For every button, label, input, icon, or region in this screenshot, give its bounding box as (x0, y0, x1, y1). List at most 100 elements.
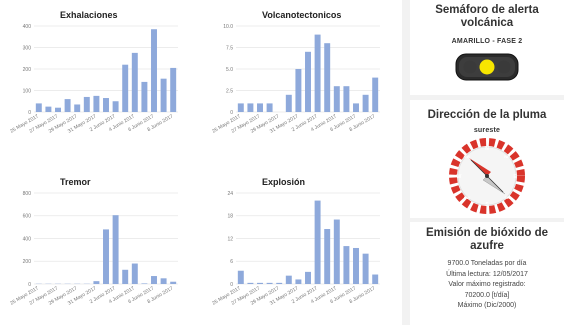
bar (343, 86, 350, 112)
bar (372, 77, 379, 112)
bar (74, 104, 81, 112)
chart-volcanotectonicos: 0 2.5 5.0 7.5 10.0 25 Mayo 2017 27 Mayo 2017 29… (211, 8, 384, 148)
compass-letter-sw: SW (464, 195, 471, 200)
bar (324, 43, 331, 113)
bar (93, 281, 100, 284)
y-tick-label: 5.0 (226, 67, 233, 73)
y-tick-label: 6 (230, 259, 233, 265)
azufre-panel: Emisión de bióxido de azufre 9700.0 Tone… (410, 222, 564, 325)
bar (103, 98, 109, 112)
bar (333, 219, 340, 284)
bar (151, 276, 157, 284)
chart-title: Exhalaciones (60, 10, 118, 20)
bar (247, 282, 254, 284)
y-tick-label: 300 (23, 45, 32, 51)
y-tick-label: 200 (23, 67, 32, 73)
bar (333, 86, 340, 112)
compass-needle-north (469, 158, 491, 176)
bar (131, 263, 138, 284)
bar (112, 215, 119, 284)
pluma-panel: Dirección de la pluma sureste N S E W NE NW SE… (410, 100, 564, 218)
bar (295, 69, 302, 112)
y-tick-label: 0 (230, 110, 233, 116)
bar (314, 34, 321, 112)
bar (257, 282, 263, 284)
bar (247, 103, 254, 112)
y-tick-label: 400 (23, 236, 32, 242)
bar (314, 200, 321, 284)
y-tick-label: 12 (227, 236, 233, 242)
compass-letter-s: S (485, 202, 489, 208)
light-center (479, 59, 495, 75)
traffic-light-icon (455, 53, 519, 81)
azufre-emission: 9700.0 Toneladas por día (447, 260, 527, 267)
y-tick-label: 0 (230, 282, 233, 288)
light-right (497, 60, 511, 74)
semaforo-status: AMARILLO - FASE 2 (451, 38, 523, 45)
y-tick-label: 7.5 (226, 45, 233, 51)
chart-explosion: 0 6 12 18 24 25 Mayo 2017 27 Mayo 2017 29 Mayo … (211, 175, 384, 320)
y-tick-label: 200 (23, 259, 32, 265)
bar (122, 269, 129, 284)
bar (305, 271, 311, 284)
chart-tremor: 0 200 400 600 800 25 Mayo 2017 27 Mayo 2017 29 … (9, 175, 182, 320)
bar (285, 94, 292, 112)
bar (324, 229, 331, 284)
bar (237, 103, 244, 112)
azufre-max-date: Máximo (Dic/2000) (457, 302, 517, 309)
bar (237, 270, 244, 284)
bar (353, 103, 359, 112)
bar (112, 101, 119, 112)
bar (372, 274, 379, 284)
pluma-direction: sureste (473, 127, 501, 134)
compass-letter-se: SE (504, 195, 510, 200)
azufre-last-reading: Última lectura: 12/05/2017 (446, 270, 528, 278)
y-tick-label: 100 (23, 88, 32, 94)
bar (103, 229, 109, 284)
chart-title: Explosión (262, 177, 306, 187)
y-tick-label: 600 (23, 214, 32, 220)
bar (83, 96, 90, 112)
y-tick-label: 18 (227, 214, 233, 220)
bar (93, 95, 100, 112)
bar (55, 107, 61, 112)
bar (160, 78, 167, 112)
bar (160, 278, 167, 284)
compass-letter-e: E (513, 174, 517, 180)
y-tick-label: 24 (227, 191, 233, 197)
y-tick-label: 0 (28, 282, 31, 288)
bar (170, 281, 177, 284)
chart-exhalaciones: 0 100 200 300 400 25 Mayo 2017 27 Mayo 2017 29 … (9, 8, 182, 148)
bar (122, 64, 129, 112)
compass-letter-ne: NE (504, 154, 510, 159)
y-tick-label: 10.0 (223, 24, 233, 30)
bar (362, 253, 369, 284)
y-tick-label: 0 (28, 110, 31, 116)
bar (141, 283, 148, 284)
bar (131, 52, 138, 112)
compass-letter-w: W (457, 174, 462, 180)
pluma-title: Dirección de la pluma (427, 109, 547, 121)
y-tick-label: 800 (23, 191, 32, 197)
compass-letter-nw: NW (464, 154, 471, 159)
bar (64, 99, 71, 112)
y-tick-label: 400 (23, 24, 32, 30)
bar (257, 103, 263, 112)
semaforo-panel: Semáforo de alerta volcánica AMARILLO - … (410, 0, 564, 95)
bar (353, 247, 359, 284)
bar (266, 103, 273, 112)
bar (141, 81, 148, 112)
chart-title: Tremor (60, 177, 91, 187)
bar (276, 282, 283, 284)
chart-title: Volcanotectonicos (262, 10, 342, 20)
bar (295, 279, 302, 284)
bar (151, 29, 157, 113)
azufre-max-label: Valor máximo registrado: (448, 281, 526, 288)
bar (285, 275, 292, 284)
bar (343, 246, 350, 284)
